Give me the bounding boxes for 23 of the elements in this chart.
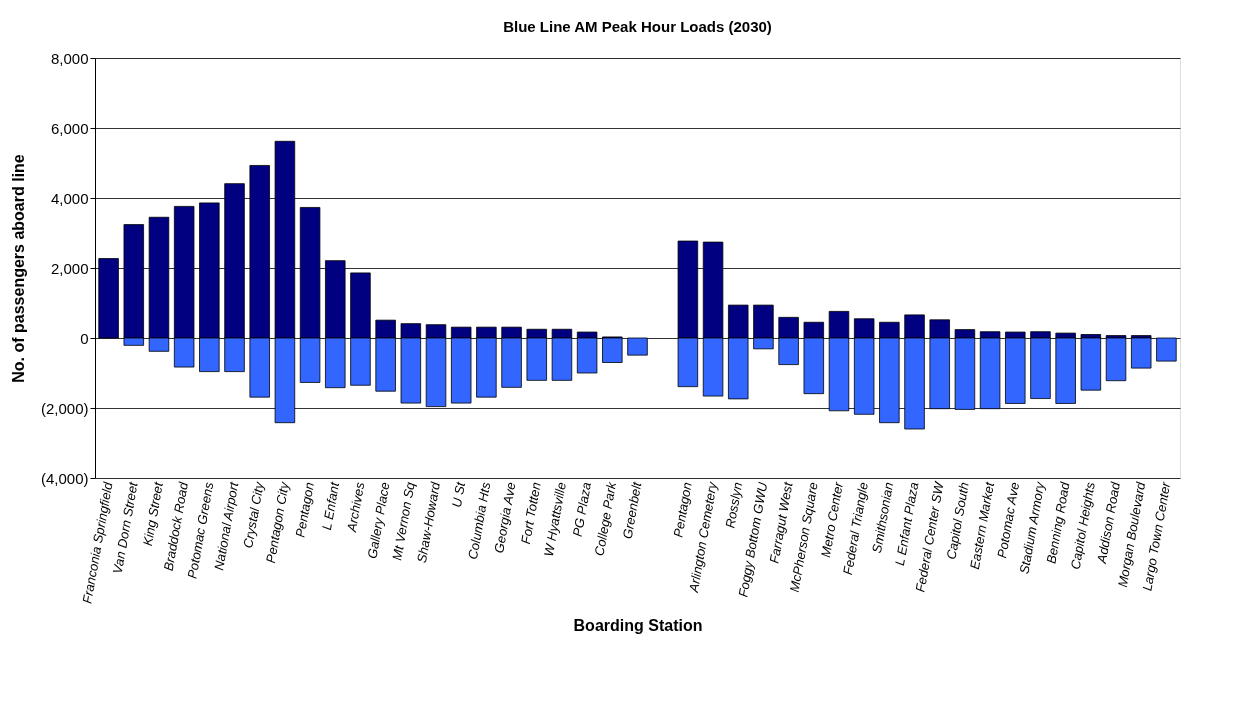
x-tick-label: Fort Totten bbox=[518, 481, 544, 546]
y-tick-label: 2,000 bbox=[50, 259, 89, 277]
x-tick-label: Metro Center bbox=[817, 480, 846, 559]
x-tick-label: King Street bbox=[139, 479, 167, 548]
x-tick-label: Crystal City bbox=[240, 479, 267, 550]
x-axis-title: Boarding Station bbox=[573, 617, 703, 635]
y-tick-label: 6,000 bbox=[50, 119, 89, 137]
chart-title: Blue Line AM Peak Hour Loads (2030) bbox=[503, 18, 772, 35]
y-tick-label: (2,000) bbox=[40, 399, 89, 417]
x-tick-label: Pentagon bbox=[670, 481, 695, 539]
y-tick-label: 8,000 bbox=[50, 49, 89, 67]
x-tick-label: W Hyattsville bbox=[541, 481, 569, 558]
x-tick-label: Potomac Ave bbox=[994, 481, 1023, 560]
x-tick-label: Capitol South bbox=[943, 481, 972, 561]
x-tick-label: Pentagon bbox=[292, 481, 317, 539]
y-tick-label: 0 bbox=[80, 329, 89, 347]
x-tick-label: Rosslyn bbox=[722, 481, 746, 530]
x-tick-label: Greenbelt bbox=[619, 479, 645, 540]
x-tick-label: Georgia Ave bbox=[491, 481, 519, 555]
x-tick-label: L Enfant bbox=[319, 479, 343, 532]
y-tick-label: (4,000) bbox=[40, 469, 89, 487]
y-axis-title: No. of passengers aboard line bbox=[9, 154, 27, 383]
y-tick-label: 4,000 bbox=[50, 189, 89, 207]
